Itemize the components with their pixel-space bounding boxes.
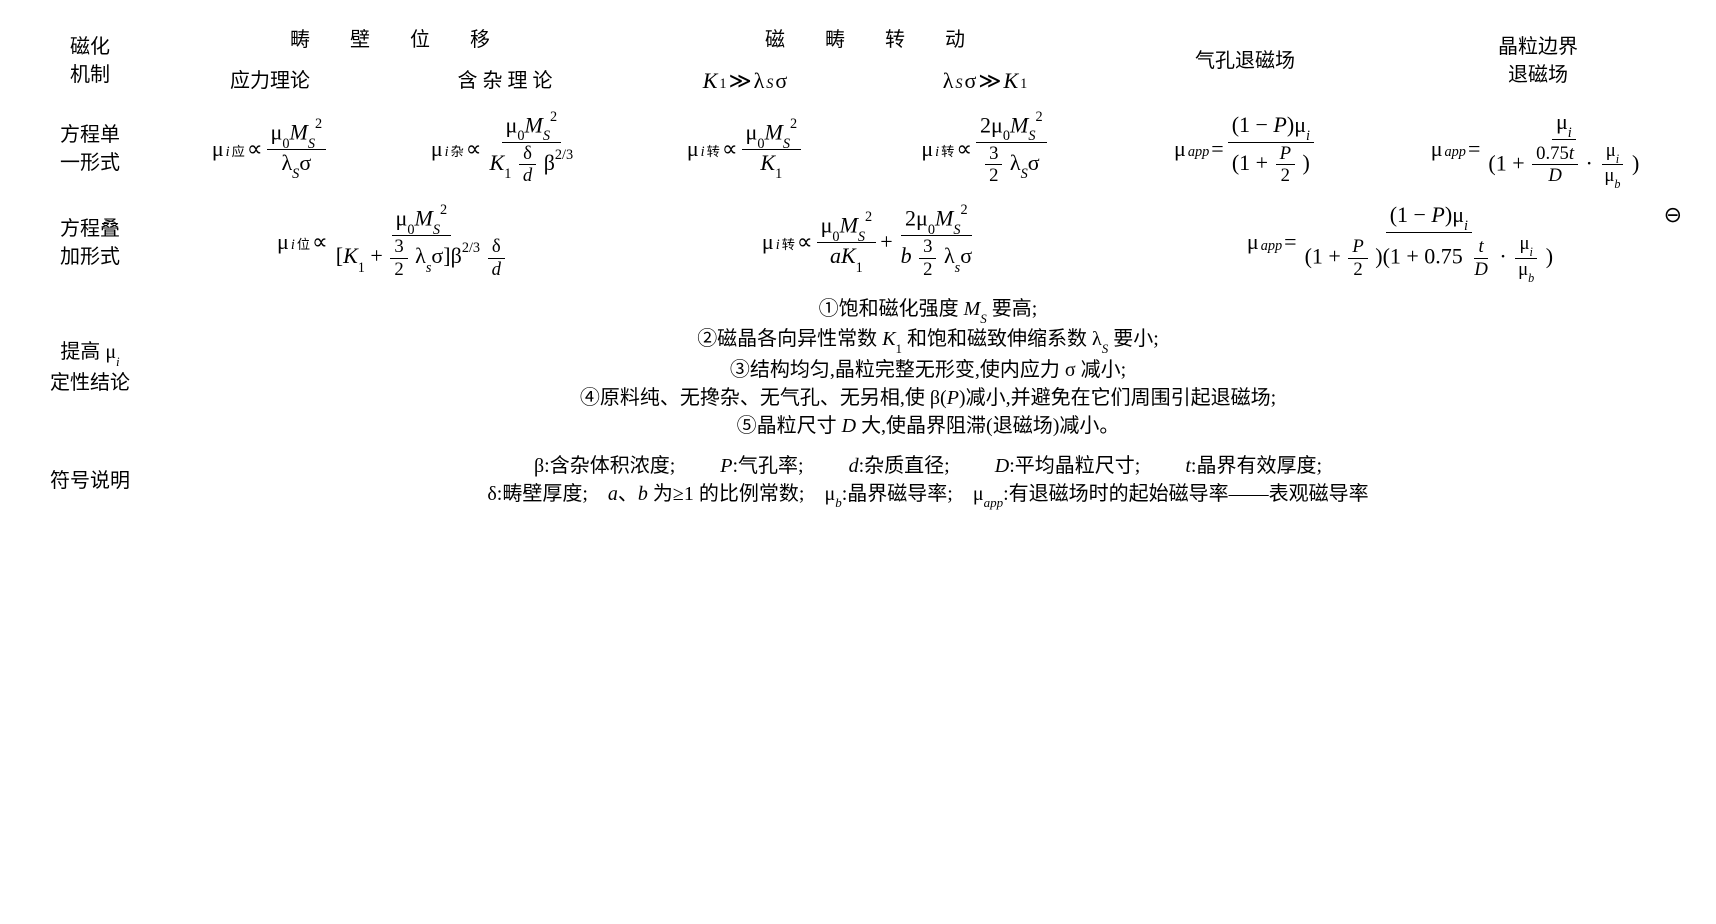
symbols-line-1: β:含杂体积浓度; P:气孔率; d:杂质直径; D:平均晶粒尺寸; t:晶界有…	[168, 452, 1688, 480]
eq-single-rot2: μi转 ∝ 2μ0MS2 32 λSσ	[860, 103, 1110, 196]
eq-single-impurity: μi杂 ∝ μ0MS2 K1 δd β2/3	[380, 103, 630, 196]
row-symbols: 符号说明 β:含杂体积浓度; P:气孔率; d:杂质直径; D:平均晶粒尺寸; …	[20, 446, 1696, 516]
eq-single-rot1: μi转∝ μ0MS2 K1	[630, 103, 860, 196]
improve-item-3: ③结构均匀,晶粒完整无形变,使内应力 σ 减小;	[168, 356, 1688, 384]
row-improve: 提高 μi 定性结论 ①饱和磁化强度 MS 要高; ②磁晶各向异性常数 K1 和…	[20, 289, 1696, 445]
hdr-wall-sub2: 含 杂 理 论	[380, 60, 630, 103]
row-single: 方程单 一形式 μi应∝ μ0MS2 λSσ μi杂 ∝ μ0MS2 K1 δd…	[20, 103, 1696, 196]
hdr-grain-l2: 退磁场	[1508, 64, 1568, 86]
eq-single-grain: μapp = μi (1 + 0.75tD · μiμb )	[1380, 103, 1696, 196]
hdr-grain-l1: 晶粒边界	[1498, 36, 1578, 58]
permeability-table: 磁化 机制 畴 壁 位 移 磁 畴 转 动 气孔退磁场 晶粒边界 退磁场 应力理…	[20, 20, 1696, 516]
improve-item-1: ①饱和磁化强度 MS 要高;	[168, 295, 1688, 325]
row-super: 方程叠 加形式 μi位 ∝ μ0MS2 [K1 + 32 λsσ]β2/3 δd…	[20, 196, 1696, 289]
eq-super-wall: μi位 ∝ μ0MS2 [K1 + 32 λsσ]β2/3 δd	[160, 196, 630, 289]
eq-single-stress: μi应∝ μ0MS2 λSσ	[160, 103, 380, 196]
improve-item-2: ②磁晶各向异性常数 K1 和饱和磁致伸缩系数 λS 要小;	[168, 325, 1688, 355]
hdr-rot: 磁 畴 转 动	[630, 20, 1110, 60]
hdr-mechanism-l2: 机制	[70, 64, 110, 86]
hdr-grain: 晶粒边界 退磁场	[1380, 20, 1696, 103]
symbols-line-2: δ:畴壁厚度; a、b 为≥1 的比例常数; μb:晶界磁导率; μapp:有退…	[168, 480, 1688, 510]
hdr-pore: 气孔退磁场	[1110, 20, 1380, 103]
improve-item-5: ⑤晶粒尺寸 D 大,使晶界阻滞(退磁场)减小。	[168, 412, 1688, 440]
hdr-wall-sub1: 应力理论	[160, 60, 380, 103]
header-row-1: 磁化 机制 畴 壁 位 移 磁 畴 转 动 气孔退磁场 晶粒边界 退磁场	[20, 20, 1696, 60]
row-improve-label: 提高 μi 定性结论	[20, 289, 160, 445]
eq-super-demag: ⊖ μapp = (1 − P)μi (1 + P2 )(1 + 0.75 tD…	[1110, 196, 1696, 289]
hdr-wall: 畴 壁 位 移	[160, 20, 630, 60]
hdr-mechanism: 磁化 机制	[20, 20, 160, 103]
row-single-label: 方程单 一形式	[20, 103, 160, 196]
symbols-block: β:含杂体积浓度; P:气孔率; d:杂质直径; D:平均晶粒尺寸; t:晶界有…	[160, 446, 1696, 516]
eq-super-rot: μi转 ∝ μ0MS2 aK1 + 2μ0MS2 b 32 λsσ	[630, 196, 1110, 289]
hdr-rot-sub1: K1≫λSσ	[630, 60, 860, 103]
row-super-label: 方程叠 加形式	[20, 196, 160, 289]
improve-item-4: ④原料纯、无搀杂、无气孔、无另相,使 β(P)减小,并避免在它们周围引起退磁场;	[168, 384, 1688, 412]
row-symbols-label: 符号说明	[20, 446, 160, 516]
eq-single-pore: μapp = (1 − P)μi (1 + P2 )	[1110, 103, 1380, 196]
hdr-mechanism-l1: 磁化	[70, 36, 110, 58]
note-marker-icon: ⊖	[1664, 200, 1682, 231]
improve-list: ①饱和磁化强度 MS 要高; ②磁晶各向异性常数 K1 和饱和磁致伸缩系数 λS…	[160, 289, 1696, 445]
hdr-rot-sub2: λSσ≫K1	[860, 60, 1110, 103]
